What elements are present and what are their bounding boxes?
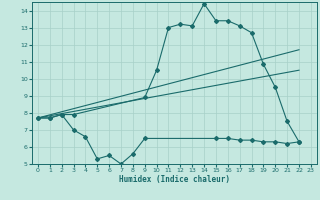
X-axis label: Humidex (Indice chaleur): Humidex (Indice chaleur): [119, 175, 230, 184]
